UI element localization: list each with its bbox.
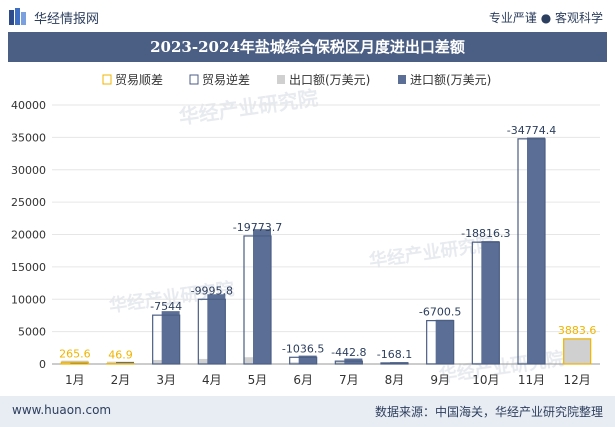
watermark-text: 华经产业研究院 [438,348,566,387]
import-bar [116,361,134,364]
x-tick-label: 12月 [564,373,591,387]
legend-label: 出口额(万美元) [289,73,370,87]
x-tick-label: 9月 [430,373,450,387]
chart-title: 2023-2024年盐城综合保税区月度进出口差额 [150,38,465,56]
import-bar [298,355,317,364]
import-bar [527,137,545,364]
deficit-bar [197,298,226,365]
export-bar [563,338,591,364]
import-bar [70,362,89,364]
deficit-bar [334,360,363,365]
x-tick-label: 4月 [202,373,222,387]
data-labels: 265.6 46.9 -7544 -9995.8 -19773.7 -1036.5 -442… [59,124,596,362]
data-label: 265.6 [59,347,91,360]
legend-swatch [102,74,112,85]
import-bar [161,311,180,364]
chart-area: 华经产业研究院 华经产业研究院 华经产业研究院 华经产业研究院 贸易顺差 贸易逆差… [11,72,600,387]
x-tick-label: 6月 [293,373,313,387]
y-tick-label: 5000 [18,326,46,339]
x-tick-label: 2月 [111,373,131,387]
x-tick-label: 7月 [339,373,359,387]
data-label: -7544 [150,300,182,313]
deficit-bar [517,138,546,365]
bars [60,137,592,365]
data-label: 46.9 [108,349,133,362]
logo-text: 华经情报网 [34,12,100,27]
data-label: -34774.4 [507,124,556,137]
website-link[interactable]: www.huaon.com [12,403,112,417]
y-tick-label: 35000 [11,131,46,144]
y-tick-label: 10000 [11,293,46,306]
x-tick-label: 8月 [385,373,405,387]
x-tick-label: 5月 [248,373,268,387]
x-axis: 1月 2月 3月 4月 5月 6月 7月 8月 9月 10月 11月 12月 [65,373,591,387]
legend-label: 贸易逆差 [202,72,250,87]
deficit-bar [152,314,181,365]
legend-swatch [277,75,285,84]
surplus-bar [563,338,592,365]
y-tick-label: 25000 [11,196,46,209]
data-label: -6700.5 [419,306,461,319]
y-tick-label: 0 [39,358,46,371]
deficit-bar [380,362,409,365]
deficit-bar [471,241,500,365]
data-label: -18816.3 [461,227,510,240]
footer: www.huaon.com 数据来源：中国海关，华经产业研究院整理 [0,396,615,427]
y-tick-label: 20000 [11,229,46,242]
legend-label: 贸易顺差 [115,73,163,87]
y-axis: 0 5000 10000 15000 20000 25000 30000 35000 40000 [11,99,46,371]
data-label: -1036.5 [282,342,324,355]
legend-swatch [398,75,406,84]
x-tick-label: 10月 [472,373,499,387]
deficit-bar [243,235,272,365]
data-label: -168.1 [377,348,412,361]
slogan: 专业严谨 ● 客观科学 [488,11,603,25]
y-tick-label: 15000 [11,261,46,274]
import-bar [435,319,454,364]
deficit-bar [289,356,318,365]
import-bar [207,294,226,364]
y-tick-label: 40000 [11,99,46,112]
y-tick-label: 30000 [11,164,46,177]
legend-label: 进口额(万美元) [410,73,491,87]
import-bar [481,241,500,364]
x-tick-label: 11月 [518,373,545,387]
data-label: 3883.6 [558,324,597,337]
watermark-text: 华经产业研究院 [177,86,319,129]
x-tick-label: 3月 [156,373,176,387]
import-bar [253,229,271,364]
data-label: -442.8 [331,346,366,359]
deficit-bar [426,320,455,365]
data-label: -19773.7 [233,221,282,234]
legend-swatch [189,74,199,85]
legend: 贸易顺差 贸易逆差 出口额(万美元) 进口额(万美元) [102,72,491,87]
title-bar: 2023-2024年盐城综合保税区月度进出口差额 [8,32,607,62]
grid [52,104,600,365]
data-source: 数据来源：中国海关，华经产业研究院整理 [374,405,603,419]
x-tick-label: 1月 [65,373,85,387]
surplus-bar [60,361,89,365]
data-label: -9995.8 [191,284,233,297]
top-bar: 华经情报网 专业严谨 ● 客观科学 [0,0,615,32]
huajing-logo-icon [9,8,26,25]
